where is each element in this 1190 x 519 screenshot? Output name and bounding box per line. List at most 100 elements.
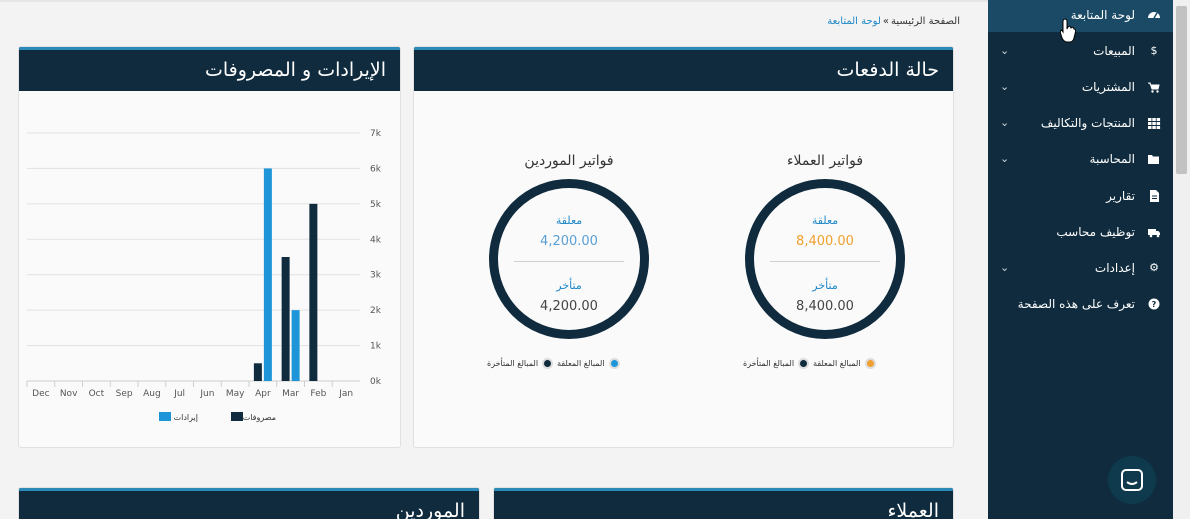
gear-icon: ⚙: [1149, 261, 1159, 274]
customers-overdue-label: متأخر: [812, 279, 838, 292]
chart-bar: [309, 203, 318, 381]
x-tick-label: Feb: [310, 389, 326, 399]
chevron-down-icon: ⌄: [1000, 152, 1010, 165]
ring-divider: [514, 261, 624, 262]
panel-title: العملاء: [887, 500, 940, 519]
sidebar-item-sales[interactable]: $ المبيعات ⌄: [988, 36, 1173, 68]
suppliers-invoices-title: فواتير الموردين: [524, 153, 614, 169]
sidebar-item-dashboard[interactable]: لوحة المتابعة: [988, 0, 1173, 32]
chevron-down-icon: ⌄: [1000, 116, 1010, 129]
suppliers-panel: الموردين: [18, 487, 480, 519]
sidebar-item-products[interactable]: المنتجات والتكاليف ⌄: [988, 108, 1173, 140]
dollar-icon: $: [1150, 44, 1158, 57]
chart-bar: [281, 257, 290, 381]
sidebar-item-about-page[interactable]: ? تعرف على هذه الصفحة: [988, 289, 1173, 321]
sidebar-item-label: إعدادات: [1094, 261, 1135, 275]
chevron-down-icon: ⌄: [1000, 261, 1010, 274]
y-tick-label: 2k: [370, 306, 382, 316]
sidebar-item-label: المبيعات: [1093, 44, 1135, 58]
x-tick-label: Jun: [199, 389, 214, 399]
y-tick-label: 4k: [370, 235, 382, 245]
legend-label-expenses: مصروفات: [243, 413, 276, 422]
sidebar-item-settings[interactable]: ⚙ إعدادات ⌄: [988, 253, 1173, 285]
scrollbar-thumb[interactable]: [1176, 6, 1187, 174]
y-tick-label: 0k: [370, 377, 382, 387]
suppliers-invoices-ring[interactable]: معلقة 4,200.00 متأخر 4,200.00: [489, 179, 649, 339]
sidebar-item-label: المنتجات والتكاليف: [1040, 116, 1135, 130]
chevron-down-icon: ⌄: [1000, 80, 1010, 93]
chat-launcher-button[interactable]: [1108, 456, 1156, 504]
panel-title: حالة الدفعات: [836, 59, 939, 81]
revenue-expenses-chart: 0k 1k 2k 3k 4k 5k 6k 7k Jan Feb Mar Apr May Jun Jul Aug…: [26, 129, 382, 423]
legend-overdue-label: المبالغ المتأخرة: [487, 359, 539, 368]
file-icon: [1147, 189, 1161, 203]
customers-invoices-block: فواتير العملاء معلقة 8,400.00 متأخر 8,40…: [740, 153, 910, 353]
suppliers-invoices-block: فواتير الموردين معلقة 4,200.00 متأخر 4,2…: [484, 153, 654, 353]
main-content: الصفحة الرئيسية»لوحة المتابعة حالة الدفع…: [0, 0, 988, 519]
legend-closed-dot[interactable]: [608, 358, 620, 369]
suppliers-overdue-value: 4,200.00: [540, 299, 598, 314]
ring-divider: [770, 261, 880, 262]
x-tick-label: Apr: [255, 389, 271, 399]
revenue-expenses-panel: الإيرادات و المصروفات 0k 1k 2k 3k 4k 5k 6k 7k Ja…: [18, 46, 401, 448]
customers-invoices-ring[interactable]: معلقة 8,400.00 متأخر 8,400.00: [745, 179, 905, 339]
x-tick-label: Dec: [32, 389, 49, 399]
customers-panel: العملاء: [493, 487, 954, 519]
sidebar-item-accounting[interactable]: المحاسبة ⌄: [988, 144, 1173, 176]
breadcrumb-current[interactable]: لوحة المتابعة: [827, 16, 881, 27]
truck-icon: [1147, 225, 1161, 239]
legend-closed-label: المبالغ المعلقة: [557, 359, 605, 368]
y-tick-label: 7k: [370, 129, 382, 139]
x-tick-label: Aug: [143, 389, 161, 399]
chat-icon: [1121, 469, 1143, 491]
sidebar-item-reports[interactable]: تقارير: [988, 181, 1173, 213]
panel-header: العملاء: [494, 488, 953, 519]
x-tick-label: Mar: [282, 389, 299, 399]
chart-bar: [263, 168, 272, 381]
svg-text:?: ?: [1152, 300, 1157, 309]
folder-icon: [1147, 152, 1161, 166]
x-tick-label: Oct: [89, 389, 105, 399]
legend-overdue-label: المبالغ المتأخرة: [743, 359, 795, 368]
sidebar-item-label: تقارير: [1106, 189, 1135, 203]
panel-header: الموردين: [19, 488, 479, 519]
x-tick-label: Jan: [338, 389, 353, 399]
x-tick-label: Sep: [116, 389, 133, 399]
sidebar-item-label: توظيف محاسب: [1056, 225, 1135, 239]
sidebar-item-label: تعرف على هذه الصفحة: [1017, 297, 1135, 311]
y-tick-label: 1k: [370, 342, 382, 352]
grid-icon: [1147, 116, 1161, 130]
x-tick-label: Nov: [60, 389, 78, 399]
payments-status-panel: حالة الدفعات فواتير العملاء معلقة 8,400.…: [413, 46, 954, 448]
dashboard-icon: [1147, 8, 1161, 22]
customers-invoices-title: فواتير العملاء: [786, 153, 864, 169]
legend-swatch-expenses: [231, 412, 243, 421]
customers-closed-value: 8,400.00: [796, 234, 854, 249]
hand-cursor-icon: [1060, 18, 1076, 43]
panel-title: الموردين: [395, 500, 465, 519]
sidebar-item-purchases[interactable]: المشتريات ⌄: [988, 72, 1173, 104]
sidebar-item-label: المحاسبة: [1089, 152, 1135, 166]
sidebar-item-label: لوحة المتابعة: [1070, 8, 1135, 22]
legend-closed-dot[interactable]: [864, 358, 876, 369]
y-tick-label: 3k: [370, 271, 382, 281]
cart-icon: [1147, 80, 1161, 94]
y-tick-label: 5k: [370, 200, 382, 210]
page-scrollbar[interactable]: [1173, 0, 1190, 519]
legend-label-revenue: إيرادات: [174, 413, 198, 423]
legend-overdue-dot[interactable]: [542, 358, 554, 369]
customers-overdue-value: 8,400.00: [796, 299, 854, 314]
panel-header: حالة الدفعات: [414, 47, 953, 91]
customers-legend: المبالغ المعلقة المبالغ المتأخرة: [743, 358, 876, 369]
question-icon: ?: [1147, 297, 1161, 311]
chart-bar: [291, 310, 300, 381]
suppliers-legend: المبالغ المعلقة المبالغ المتأخرة: [487, 358, 620, 369]
y-tick-label: 6k: [370, 164, 382, 174]
suppliers-overdue-label: متأخر: [556, 279, 582, 292]
sidebar-item-label: المشتريات: [1081, 80, 1135, 94]
sidebar-item-hire-accountant[interactable]: توظيف محاسب: [988, 217, 1173, 249]
breadcrumb-home[interactable]: الصفحة الرئيسية: [891, 16, 960, 27]
legend-overdue-dot[interactable]: [798, 358, 810, 369]
suppliers-closed-label: معلقة: [555, 214, 583, 227]
breadcrumb-separator: »: [882, 16, 889, 27]
